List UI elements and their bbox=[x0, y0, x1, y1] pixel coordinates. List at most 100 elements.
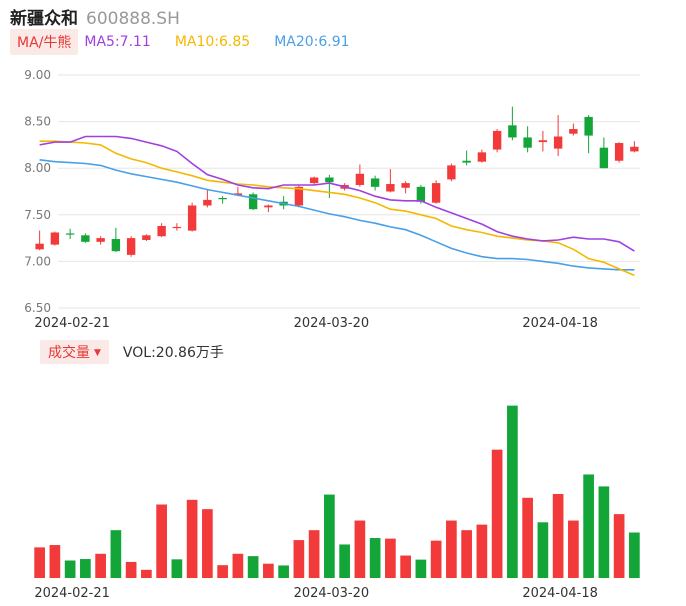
price-date-tick-label: 2024-03-20 bbox=[294, 316, 370, 331]
candle-body bbox=[523, 137, 532, 148]
candle-body bbox=[355, 173, 365, 185]
volume-bar bbox=[415, 559, 427, 578]
volume-bar bbox=[400, 555, 411, 578]
ma5-label: MA5:7.11 bbox=[84, 34, 151, 50]
ma5-line bbox=[39, 135, 635, 252]
volume-bar bbox=[263, 563, 274, 578]
candle-body bbox=[325, 177, 334, 183]
ma-indicator-toggle[interactable]: MA/牛熊 bbox=[10, 29, 79, 55]
candle-body bbox=[142, 235, 151, 240]
price-date-tick-label: 2024-02-21 bbox=[34, 316, 110, 331]
volume-bar bbox=[202, 509, 213, 578]
volume-bar bbox=[80, 559, 91, 578]
volume-bar bbox=[446, 520, 457, 578]
volume-bar bbox=[522, 497, 533, 578]
candle-body bbox=[553, 136, 563, 149]
candle-body bbox=[126, 238, 136, 255]
volume-bar bbox=[491, 449, 503, 578]
candle-body bbox=[538, 140, 548, 143]
volume-bar bbox=[476, 524, 488, 578]
candle-body bbox=[416, 186, 426, 202]
price-tick-label: 8.50 bbox=[24, 115, 51, 129]
volume-bar bbox=[339, 544, 350, 578]
candle-body bbox=[386, 184, 395, 192]
volume-date-tick-label: 2024-02-21 bbox=[34, 586, 110, 601]
price-tick-label: 7.00 bbox=[24, 254, 51, 268]
volume-bar bbox=[278, 565, 289, 578]
volume-indicator-dropdown[interactable]: 成交量 ▼ bbox=[40, 340, 109, 364]
price-tick-label: 9.00 bbox=[24, 68, 51, 82]
volume-bar bbox=[598, 486, 610, 578]
candle-body bbox=[50, 232, 60, 245]
volume-bar bbox=[217, 565, 228, 578]
volume-bar bbox=[64, 560, 76, 578]
volume-bar bbox=[568, 520, 579, 578]
candle-body bbox=[203, 199, 212, 206]
price-tick-label: 6.50 bbox=[24, 301, 51, 315]
volume-bar bbox=[461, 530, 472, 578]
candle-body bbox=[172, 226, 182, 229]
candle-body bbox=[401, 183, 410, 188]
candle-body bbox=[187, 205, 197, 231]
volume-bar bbox=[369, 538, 381, 578]
volume-bar bbox=[156, 504, 167, 578]
candle-body bbox=[264, 205, 273, 208]
stock-code: 600888.SH bbox=[86, 9, 180, 29]
candle-body bbox=[233, 193, 243, 196]
candle-body bbox=[248, 194, 258, 210]
ma20-label: MA20:6.91 bbox=[274, 34, 350, 50]
caret-down-icon: ▼ bbox=[94, 348, 101, 358]
candle-body bbox=[492, 130, 502, 150]
volume-bar bbox=[247, 556, 259, 578]
ma20-line bbox=[39, 159, 635, 271]
volume-bar bbox=[34, 547, 45, 578]
candle-body bbox=[614, 143, 624, 161]
volume-bar bbox=[110, 530, 122, 578]
title-row: 新疆众和 600888.SH bbox=[10, 4, 180, 29]
candle-body bbox=[370, 178, 380, 187]
volume-bar bbox=[186, 499, 198, 578]
volume-bar bbox=[171, 559, 183, 578]
candle-body bbox=[65, 233, 75, 235]
candle-body bbox=[111, 239, 121, 252]
volume-bar bbox=[141, 569, 152, 578]
candle-body bbox=[599, 147, 609, 169]
volume-bar bbox=[613, 514, 625, 578]
volume-bar bbox=[385, 538, 396, 578]
candle-body bbox=[462, 160, 471, 163]
volume-bar bbox=[95, 553, 106, 578]
volume-bar bbox=[308, 530, 320, 578]
ma10-label: MA10:6.85 bbox=[174, 34, 251, 50]
candle-body bbox=[431, 183, 441, 203]
stock-name: 新疆众和 bbox=[10, 9, 78, 29]
volume-bar bbox=[507, 405, 518, 578]
candle-body bbox=[294, 186, 304, 206]
candle-body bbox=[630, 146, 639, 152]
volume-bar bbox=[49, 545, 61, 578]
volume-bar bbox=[537, 522, 549, 578]
volume-bar bbox=[583, 474, 594, 578]
candle-body bbox=[569, 129, 578, 134]
price-date-tick-label: 2024-04-18 bbox=[522, 316, 598, 331]
price-tick-label: 7.50 bbox=[24, 208, 51, 222]
volume-value: VOL:20.86万手 bbox=[122, 345, 224, 361]
volume-bar bbox=[629, 532, 640, 578]
candle-body bbox=[309, 177, 319, 184]
price-tick-label: 8.00 bbox=[24, 161, 51, 175]
volume-date-tick-label: 2024-04-18 bbox=[522, 586, 598, 601]
volume-bar bbox=[354, 520, 366, 578]
volume-bar bbox=[552, 494, 564, 578]
candle-body bbox=[81, 235, 90, 242]
volume-header: 成交量 ▼ VOL:20.86万手 bbox=[40, 340, 224, 364]
candle-body bbox=[35, 243, 44, 250]
candle-body bbox=[477, 152, 487, 162]
volume-bar bbox=[293, 540, 305, 578]
volume-bar bbox=[232, 553, 244, 578]
volume-bar bbox=[125, 561, 137, 578]
volume-bar bbox=[430, 540, 442, 578]
candle-body bbox=[218, 198, 227, 200]
candle-body bbox=[508, 125, 517, 138]
ma-legend: MA/牛熊 MA5:7.11 MA10:6.85 MA20:6.91 bbox=[10, 29, 368, 55]
ma10-line bbox=[39, 140, 635, 277]
